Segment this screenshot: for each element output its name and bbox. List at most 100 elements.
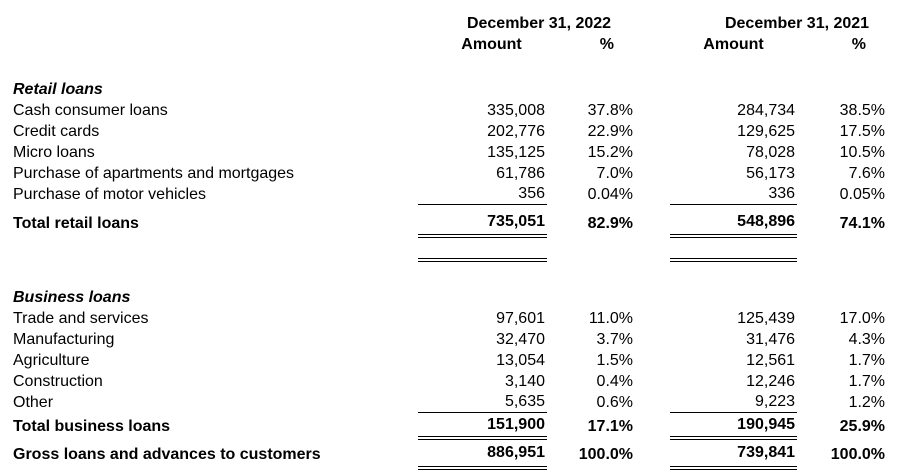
- loans-table: December 31, 2022 December 31, 2021 Amou…: [0, 12, 886, 470]
- spacer-cell: [797, 286, 886, 307]
- pct-2022: 37.8%: [587, 101, 634, 119]
- column-header-percent-2022: %: [599, 35, 615, 53]
- spacer-cell: [634, 78, 670, 99]
- amount-2022: 135,125: [487, 143, 545, 161]
- spacer-cell: [0, 33, 418, 54]
- amount-2022: 202,776: [487, 122, 545, 140]
- spacer-cell: [418, 286, 547, 307]
- spacer-cell: [634, 162, 670, 183]
- pct-2021: 17.5%: [839, 122, 886, 140]
- spacer-cell: [418, 78, 547, 99]
- table-row: Manufacturing 32,470 3.7% 31,476 4.3%: [0, 328, 886, 349]
- pct-2021: 0.05%: [839, 185, 886, 203]
- spacer-cell: [547, 236, 634, 260]
- pct-2022: 3.7%: [596, 330, 634, 348]
- table-row: [0, 236, 886, 262]
- spacer-cell: [634, 286, 670, 307]
- amount-2022: 97,601: [496, 309, 545, 327]
- amount-2021: 56,173: [746, 164, 796, 182]
- period-header-2022: December 31, 2022: [466, 14, 612, 32]
- pct-2022: 0.6%: [596, 393, 634, 411]
- total-label-retail: Total retail loans: [13, 214, 139, 232]
- table-row: Purchase of motor vehicles 356 0.04% 336…: [0, 183, 886, 205]
- table-row: Cash consumer loans 335,008 37.8% 284,73…: [0, 99, 886, 120]
- amount-2021: 12,246: [746, 372, 796, 390]
- pct-2021: 17.0%: [839, 309, 886, 327]
- spacer-cell: [670, 286, 797, 307]
- double-rule: [670, 236, 798, 262]
- pct-2022: 7.0%: [596, 164, 634, 182]
- pct-2021: 7.6%: [848, 164, 886, 182]
- spacer-cell: [634, 328, 670, 349]
- amount-2022: 735,051: [418, 204, 547, 238]
- spacer-cell: [634, 349, 670, 370]
- pct-2021: 1.2%: [848, 393, 886, 411]
- row-label: Agriculture: [13, 351, 90, 369]
- column-header-amount-2021: Amount: [703, 35, 764, 53]
- table-row: December 31, 2022 December 31, 2021: [0, 12, 886, 33]
- amount-2022: 13,054: [496, 351, 545, 369]
- row-label: Credit cards: [13, 122, 100, 140]
- double-rule: [418, 236, 547, 262]
- table-row: [0, 54, 886, 78]
- table-row: Total business loans 151,900 17.1% 190,9…: [0, 412, 886, 440]
- spacer-cell: [0, 236, 418, 260]
- amount-2022: 61,786: [496, 164, 545, 182]
- spacer-cell: [634, 307, 670, 328]
- table-row: Construction 3,140 0.4% 12,246 1.7%: [0, 370, 886, 391]
- table-row: Gross loans and advances to customers 88…: [0, 438, 886, 470]
- table-row: Credit cards 202,776 22.9% 129,625 17.5%: [0, 120, 886, 141]
- amount-2022: 3,140: [504, 372, 545, 390]
- pct-2022: 15.2%: [587, 143, 634, 161]
- spacer-cell: [634, 370, 670, 391]
- total-label-business: Total business loans: [13, 417, 171, 435]
- pct-2022: 100.0%: [578, 445, 634, 463]
- amount-2022: 886,951: [418, 438, 547, 470]
- pct-2022: 0.4%: [596, 372, 634, 390]
- spacer-cell: [0, 54, 886, 78]
- amount-2021: 284,734: [737, 101, 796, 119]
- row-label: Other: [13, 393, 54, 411]
- table-row: Trade and services 97,601 11.0% 125,439 …: [0, 307, 886, 328]
- period-header-2021: December 31, 2021: [724, 14, 870, 32]
- row-label: Micro loans: [13, 143, 95, 161]
- spacer-cell: [634, 141, 670, 162]
- pct-2022: 22.9%: [587, 122, 634, 140]
- spacer-cell: [797, 236, 886, 260]
- pct-2021: 38.5%: [839, 101, 886, 119]
- grand-total-label: Gross loans and advances to customers: [13, 445, 321, 463]
- section-title-retail-loans: Retail loans: [13, 80, 103, 98]
- spacer-cell: [634, 120, 670, 141]
- spacer-cell: [0, 260, 886, 286]
- table-row: Purchase of apartments and mortgages 61,…: [0, 162, 886, 183]
- table-row: Other 5,635 0.6% 9,223 1.2%: [0, 391, 886, 413]
- section-title-business-loans: Business loans: [13, 288, 131, 306]
- spacer-cell: [634, 412, 670, 438]
- table-row: Total retail loans 735,051 82.9% 548,896…: [0, 204, 886, 238]
- column-header-percent-2021: %: [851, 35, 867, 53]
- row-label: Purchase of motor vehicles: [13, 185, 206, 203]
- spacer-cell: [0, 12, 418, 33]
- table-row: Retail loans: [0, 78, 886, 99]
- amount-2021: 31,476: [746, 330, 796, 348]
- amount-2021: 9,223: [670, 391, 798, 413]
- amount-2022: 356: [418, 183, 547, 205]
- spacer-cell: [634, 183, 670, 204]
- spacer-cell: [670, 78, 797, 99]
- pct-2021: 74.1%: [839, 214, 886, 232]
- amount-2021: 129,625: [737, 122, 796, 140]
- column-header-amount-2022: Amount: [461, 35, 522, 53]
- spacer-cell: [634, 33, 670, 54]
- amount-2021: 125,439: [737, 309, 796, 327]
- spacer-cell: [634, 236, 670, 260]
- table-row: Amount % Amount %: [0, 33, 886, 54]
- amount-2022: 5,635: [418, 391, 547, 413]
- amount-2022: 151,900: [418, 412, 547, 440]
- spacer-cell: [634, 204, 670, 236]
- pct-2022: 1.5%: [596, 351, 634, 369]
- spacer-cell: [797, 78, 886, 99]
- pct-2021: 25.9%: [839, 417, 886, 435]
- amount-2022: 32,470: [496, 330, 545, 348]
- spacer-cell: [634, 391, 670, 412]
